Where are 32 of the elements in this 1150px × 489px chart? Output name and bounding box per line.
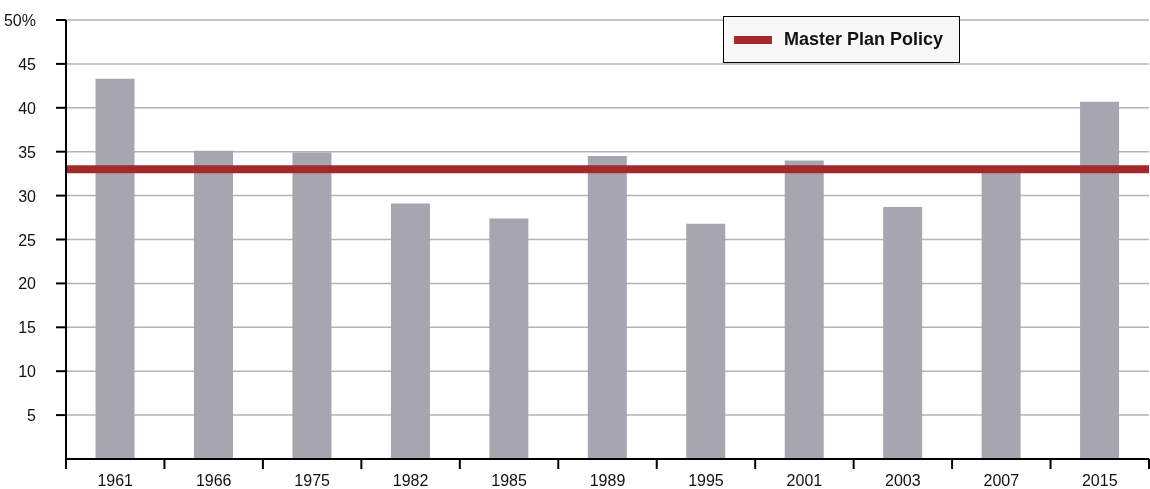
bar	[883, 207, 923, 459]
x-tick-label: 1966	[195, 472, 232, 489]
x-tick-label: 1985	[491, 472, 527, 489]
y-tick-label: 10	[18, 363, 37, 381]
y-tick-label: 5	[27, 407, 37, 425]
legend-label: Master Plan Policy	[783, 29, 943, 50]
bar	[1080, 101, 1120, 459]
bar	[292, 152, 332, 459]
x-tick-label: 2001	[786, 472, 823, 489]
y-tick-label: 40	[18, 99, 37, 117]
bar	[489, 218, 529, 459]
x-tick-label: 2007	[983, 472, 1020, 489]
bar	[686, 223, 726, 459]
bar	[95, 78, 135, 459]
bar	[587, 156, 627, 459]
x-tick-label: 1961	[97, 472, 134, 489]
y-tick-label: 20	[18, 275, 37, 293]
y-tick-label: 35	[18, 143, 37, 161]
x-tick-label: 1982	[392, 472, 429, 489]
y-tick-label: 50%	[3, 12, 36, 29]
bar	[784, 160, 824, 459]
y-tick-label: 25	[18, 231, 37, 249]
y-tick-label: 30	[18, 187, 37, 205]
x-tick-label: 1995	[688, 472, 724, 489]
y-tick-label: 45	[18, 55, 37, 73]
x-tick-label: 2015	[1081, 472, 1118, 489]
x-tick-label: 2003	[885, 472, 921, 489]
x-tick-label: 1975	[294, 472, 331, 489]
bar	[390, 203, 430, 459]
x-tick-label: 1989	[589, 472, 626, 489]
y-tick-label: 15	[18, 319, 37, 337]
bar	[193, 150, 233, 459]
